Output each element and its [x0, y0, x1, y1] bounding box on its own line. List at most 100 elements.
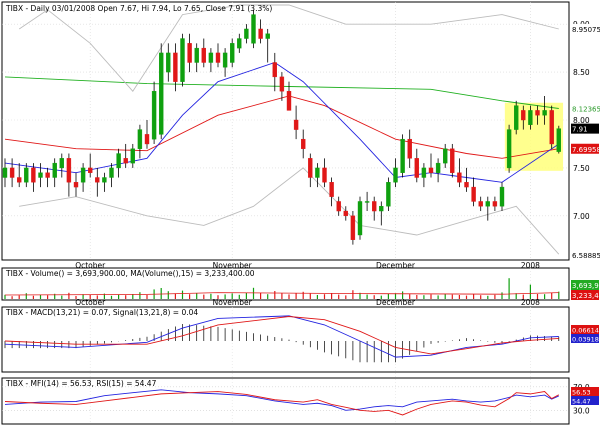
candle-body	[293, 119, 299, 130]
candle-body	[109, 167, 114, 178]
price-value-tag-label: 6.58885	[572, 252, 600, 260]
candle-body	[308, 158, 313, 178]
price-value-tag	[571, 123, 599, 134]
price-value-tag	[571, 250, 599, 261]
candle-body	[450, 148, 455, 173]
candle-body	[95, 177, 100, 183]
macd-value-tag	[571, 334, 599, 343]
candle-body	[173, 52, 178, 82]
macd-value-tag	[571, 325, 599, 334]
price-tick-label: 8.00	[573, 116, 590, 125]
volume-ma-line	[4, 292, 559, 296]
candle-body	[158, 52, 164, 135]
candle-body	[215, 52, 221, 63]
candle-body	[301, 138, 306, 149]
candle-body	[414, 158, 419, 178]
band_lower-line	[19, 167, 560, 255]
volume-value-tag-label: 3,693,90	[572, 282, 600, 290]
macd-value-tag-label: 0.039187	[572, 336, 600, 344]
candle-body	[499, 186, 505, 207]
candle-body	[2, 167, 8, 178]
volume-bars: 3,693,90 3,233,40	[4, 278, 600, 300]
candle-body	[443, 148, 448, 164]
candle-body	[549, 110, 554, 145]
candle-body	[52, 162, 57, 178]
macd-line	[4, 315, 559, 358]
price-tick-label: 7.50	[573, 164, 590, 173]
candle-body	[428, 167, 434, 173]
candle-body	[528, 110, 533, 125]
candle-body	[350, 215, 356, 240]
candle-body	[506, 129, 512, 169]
mfi-value-tag	[571, 387, 599, 396]
candle-body	[229, 43, 235, 63]
candle-body	[485, 201, 490, 207]
candle-body	[144, 134, 150, 145]
price-value-tag	[571, 103, 599, 114]
candle-body	[400, 138, 405, 173]
candles	[2, 9, 561, 245]
candle-body	[457, 172, 462, 183]
candle-body	[372, 201, 377, 212]
candle-body	[166, 52, 171, 73]
mfi-value-tag	[571, 396, 599, 405]
candle-body	[336, 201, 341, 212]
candle-body	[24, 167, 29, 183]
candle-body	[9, 167, 15, 178]
candle-body	[286, 91, 292, 111]
candle-body	[393, 167, 398, 183]
mfi-value-tag-label: 54.47	[572, 398, 591, 406]
candle-body	[514, 105, 519, 130]
candle-body	[66, 158, 72, 183]
candle-body	[521, 110, 526, 121]
candle-body	[279, 76, 285, 92]
x-axis-labels: October October November November December De…	[75, 261, 540, 307]
candle-body	[116, 153, 121, 169]
candle-body	[364, 201, 370, 203]
signal-line	[4, 316, 559, 355]
candle-body	[45, 172, 50, 178]
candle-body	[201, 47, 207, 63]
candle-body	[492, 201, 498, 207]
candle-body	[17, 177, 22, 183]
candle-body	[151, 91, 157, 140]
month-label-lower: 2008	[521, 298, 540, 307]
candle-body	[38, 172, 43, 178]
candle-body	[315, 167, 320, 178]
macd-panel-label: TIBX - MACD(13,21) = 0.07, Signal(13,21,…	[5, 308, 198, 317]
candle-body	[194, 47, 199, 63]
price-tick-label: 8.50	[573, 68, 590, 77]
candle-body	[208, 52, 214, 63]
candle-body	[59, 158, 64, 169]
candle-body	[556, 128, 561, 152]
mfi-tick-label: 30.0	[573, 406, 590, 415]
candle-body	[435, 162, 441, 173]
candle-body	[542, 110, 547, 116]
candle-body	[187, 43, 192, 63]
candle-body	[251, 14, 256, 44]
price-value-tag-label: 8.95075	[572, 26, 600, 34]
month-label-lower: October	[75, 298, 106, 307]
candle-body	[244, 28, 249, 39]
macd-panel-frame	[1, 306, 570, 373]
candle-body	[464, 182, 469, 188]
macd-lines: 0.06614950.039187	[4, 315, 600, 363]
candle-body	[421, 167, 427, 178]
candle-body	[137, 129, 143, 149]
ma_red-line	[4, 95, 559, 159]
candle-body	[87, 167, 93, 173]
price-value-tag-label: 7.69958	[572, 146, 600, 154]
price-axis: 9.008.508.007.507.008.950758.123657.917.…	[571, 20, 600, 261]
candle-body	[535, 110, 540, 116]
candle-body	[130, 148, 136, 164]
candle-body	[31, 167, 36, 183]
mfi-value-tag-label: 56.53	[572, 389, 591, 397]
rsi-line	[4, 389, 559, 411]
volume-value-tag-label: 3,233,40	[572, 292, 600, 300]
month-label: November	[213, 261, 253, 270]
candle-body	[357, 201, 363, 236]
price-panel-frame	[1, 1, 570, 261]
month-label-lower: December	[376, 298, 416, 307]
candle-body	[478, 201, 483, 207]
